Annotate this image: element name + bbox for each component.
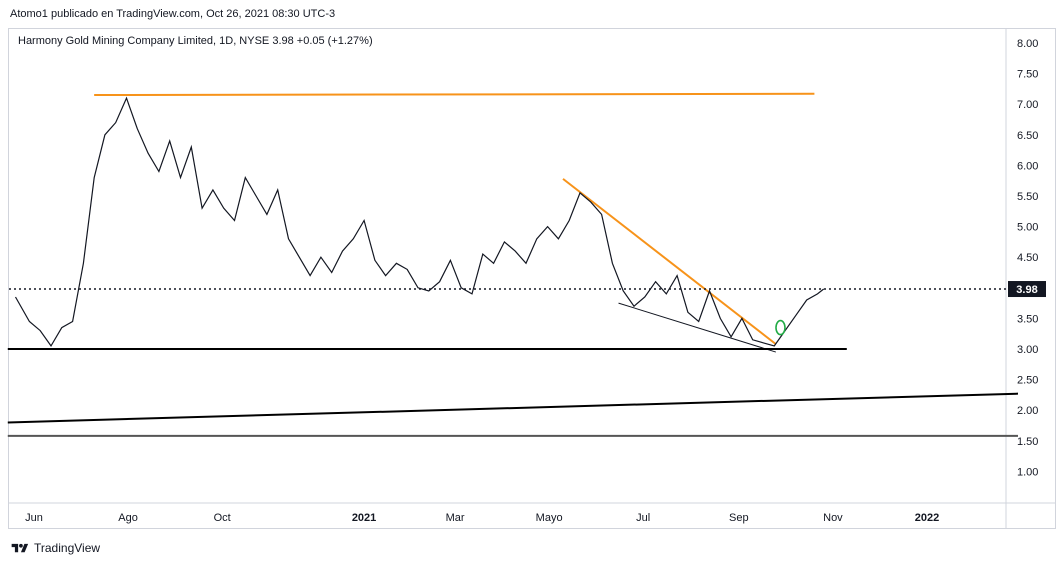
x-tick-label: Nov xyxy=(823,512,843,524)
y-tick-label: 7.50 xyxy=(1017,69,1038,81)
y-tick-label: 1.50 xyxy=(1017,436,1038,448)
y-tick-label: 5.50 xyxy=(1017,191,1038,203)
y-tick-label: 5.00 xyxy=(1017,222,1038,234)
x-tick-label: Jul xyxy=(636,512,650,524)
x-tick-label: 2021 xyxy=(352,512,376,524)
y-tick-label: 2.50 xyxy=(1017,375,1038,387)
y-tick-label: 3.50 xyxy=(1017,313,1038,325)
x-tick-label: Mayo xyxy=(536,512,563,524)
publish-header: Atomo1 publicado en TradingView.com, Oct… xyxy=(10,8,336,20)
trendline-downtrend xyxy=(562,178,777,345)
x-tick-label: 2022 xyxy=(915,512,939,524)
trendline-lower-wedge xyxy=(618,302,777,353)
y-tick-label: 3.00 xyxy=(1017,344,1038,356)
y-tick-label: 2.00 xyxy=(1017,405,1038,417)
x-tick-label: Sep xyxy=(729,512,749,524)
x-tick-label: Jun xyxy=(25,512,43,524)
y-tick-label: 8.00 xyxy=(1017,38,1038,50)
symbol-info: Harmony Gold Mining Company Limited, 1D,… xyxy=(18,35,373,47)
footer: TradingView xyxy=(10,541,100,555)
y-tick-label: 6.50 xyxy=(1017,130,1038,142)
x-tick-label: Ago xyxy=(118,512,138,524)
footer-brand[interactable]: TradingView xyxy=(34,541,101,555)
y-tick-label: 7.00 xyxy=(1017,99,1038,111)
last-price-tag-label: 3.98 xyxy=(1016,284,1037,296)
last-price-tag xyxy=(1008,281,1046,298)
trendline-resistance xyxy=(94,92,815,97)
y-tick-label: 4.50 xyxy=(1017,252,1038,264)
tradingview-logo-icon[interactable] xyxy=(10,542,30,555)
y-tick-label: 1.00 xyxy=(1017,466,1038,478)
y-tick-label: 6.00 xyxy=(1017,160,1038,172)
price-series-line xyxy=(14,96,825,348)
x-tick-label: Mar xyxy=(446,512,465,524)
trendline-long-term-support xyxy=(7,392,1019,424)
x-tick-label: Oct xyxy=(214,512,231,524)
breakout-marker xyxy=(775,319,786,336)
chart-frame xyxy=(8,28,1056,529)
